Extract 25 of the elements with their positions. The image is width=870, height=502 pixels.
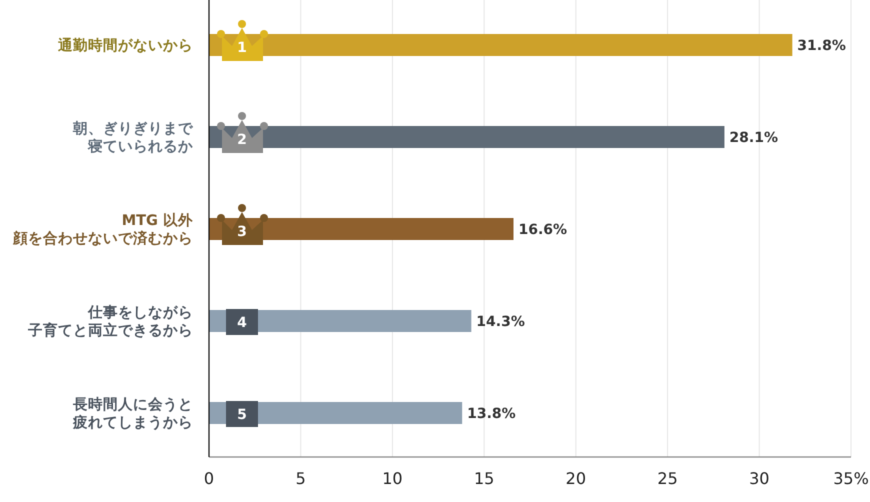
annotation: 2 [237, 132, 247, 148]
number-badge-icon: 4 [226, 309, 258, 335]
data-label: 16.6% [518, 222, 568, 238]
x-tick-label: 20 [566, 469, 586, 488]
x-tick-label: 5 [296, 469, 306, 488]
y-tick-label: 仕事をしながら子育てと両立できるから [27, 304, 193, 339]
x-tick-label: 30 [749, 469, 770, 488]
annotation: 5 [237, 407, 247, 423]
y-tick-label: 通勤時間がないから [57, 37, 193, 54]
data-label: 13.8% [467, 406, 516, 422]
x-tick-label: 0 [204, 469, 214, 488]
y-tick-label: 朝、ぎりぎりまで寝ていられるか [72, 120, 194, 155]
data-label: 28.1% [729, 130, 778, 146]
x-tick-label: 10 [382, 469, 403, 488]
y-tick-label: 長時間人に会うと疲れてしまうから [72, 396, 193, 431]
x-tick-label: 35% [833, 469, 869, 488]
annotation: 3 [237, 224, 247, 240]
annotation: 1 [237, 40, 247, 56]
number-badge-icon: 5 [226, 401, 258, 427]
data-label: 14.3% [476, 314, 525, 330]
x-tick-label: 15 [474, 469, 494, 488]
annotation: 4 [237, 315, 248, 331]
data-label: 31.8% [797, 38, 846, 54]
x-tick-label: 25 [657, 469, 678, 488]
y-tick-label: MTG 以外顔を合わせないで済むから [12, 212, 194, 247]
